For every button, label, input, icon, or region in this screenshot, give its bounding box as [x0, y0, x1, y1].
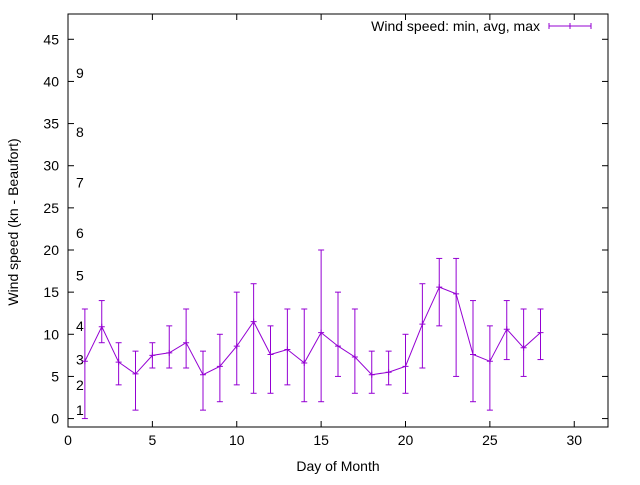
legend-label: Wind speed: min, avg, max [371, 18, 540, 34]
data-point [301, 359, 308, 366]
data-point [385, 369, 392, 376]
data-point [368, 371, 375, 378]
beaufort-label: 9 [76, 65, 84, 81]
y-tick-label: 10 [43, 326, 59, 342]
beaufort-label: 2 [76, 377, 84, 393]
data-point [233, 343, 240, 350]
data-point [335, 343, 341, 350]
series-line-avg [84, 286, 541, 376]
y-tick-label: 15 [43, 284, 59, 300]
beaufort-label: 6 [76, 225, 84, 241]
beaufort-label: 5 [76, 267, 84, 283]
data-point [183, 339, 190, 346]
data-point [486, 358, 493, 365]
y-axis-label: Wind speed (kn - Beaufort) [5, 138, 21, 305]
legend-sample-marker [567, 23, 573, 29]
data-point [98, 323, 105, 330]
data-point [402, 363, 409, 370]
data-point [537, 329, 544, 336]
data-point [149, 352, 156, 359]
x-tick-label: 25 [482, 432, 498, 448]
beaufort-label: 7 [76, 175, 84, 191]
plot-frame [67, 13, 609, 428]
data-point [132, 370, 139, 377]
x-tick-label: 5 [148, 432, 156, 448]
y-tick-label: 0 [51, 411, 59, 427]
y-tick-label: 20 [43, 242, 59, 258]
data-point [81, 358, 88, 365]
x-tick-label: 0 [64, 432, 72, 448]
data-point [503, 326, 510, 333]
data-point [200, 371, 206, 378]
y-tick-label: 30 [43, 158, 59, 174]
data-point [453, 290, 460, 297]
beaufort-label: 4 [76, 318, 84, 334]
data-point [216, 363, 223, 370]
data-point [250, 318, 257, 325]
y-tick-label: 25 [43, 200, 59, 216]
y-tick-label: 45 [43, 31, 59, 47]
beaufort-label: 1 [76, 402, 84, 418]
y-tick-label: 5 [51, 368, 59, 384]
data-point [267, 351, 274, 358]
x-tick-label: 20 [398, 432, 414, 448]
series-layer [81, 249, 544, 420]
x-tick-label: 10 [229, 432, 245, 448]
data-point [520, 344, 527, 351]
x-tick-label: 30 [566, 432, 582, 448]
beaufort-label: 8 [76, 124, 84, 140]
beaufort-label: 3 [76, 352, 84, 368]
y-tick-label: 35 [43, 116, 59, 132]
data-point [436, 284, 443, 291]
data-point [351, 354, 358, 361]
plot-border [67, 13, 609, 428]
data-point [166, 349, 173, 356]
legend: Wind speed: min, avg, max [371, 18, 592, 34]
beaufort-labels: 1 2 3 4 5 6 7 8 9 [76, 65, 84, 418]
data-point [284, 346, 291, 353]
data-point [470, 351, 476, 358]
x-tick-label: 15 [313, 432, 329, 448]
data-point [419, 321, 426, 328]
y-tick-label: 40 [43, 73, 59, 89]
data-point [115, 359, 122, 366]
data-point [318, 329, 325, 336]
x-axis-label: Day of Month [296, 458, 379, 474]
